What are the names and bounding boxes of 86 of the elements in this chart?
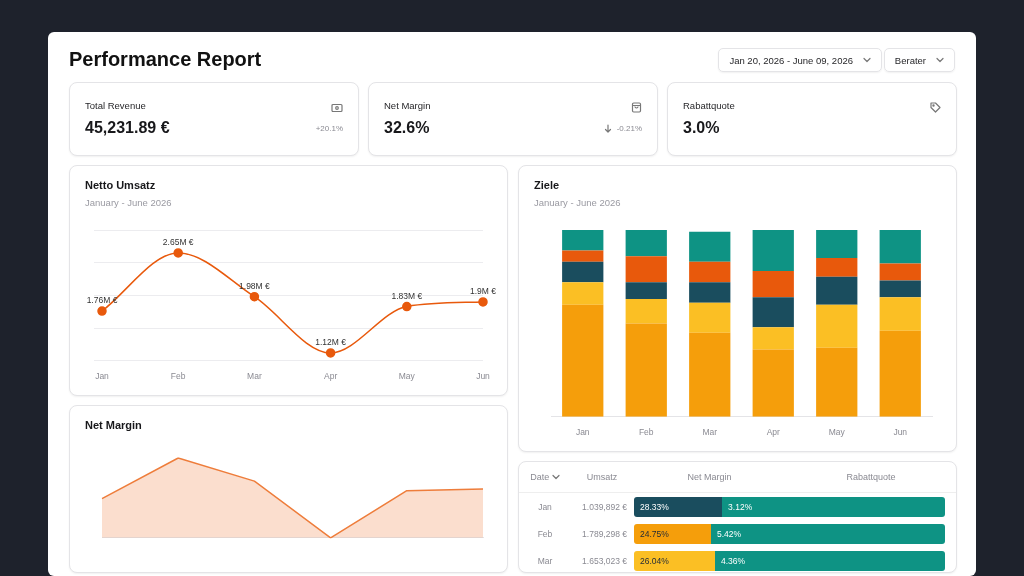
bar (625, 256, 667, 283)
text: Berater (894, 54, 926, 66)
point (97, 306, 107, 316)
x-tick-label: Mar (702, 427, 718, 438)
data-label: 1.12M € (315, 336, 347, 347)
text: 4.36% (714, 550, 945, 571)
x-tick-label: Jan (95, 371, 110, 382)
bar (816, 230, 858, 259)
data-label: 1.76M € (86, 295, 118, 306)
text: 1.653,023 € (581, 554, 628, 568)
text: Total Revenue (85, 100, 146, 111)
bar (752, 271, 794, 298)
chart-title: Ziele (534, 179, 560, 191)
data-label: 1.98M € (239, 280, 271, 291)
bar (879, 330, 921, 417)
bar (879, 263, 921, 281)
bar (879, 297, 921, 331)
bar (689, 332, 731, 417)
category-label: Feb (536, 527, 554, 541)
text: Performance Report (69, 48, 262, 71)
bar (752, 297, 794, 328)
bar (625, 299, 667, 324)
text: 5.42% (710, 523, 945, 544)
bar (689, 302, 731, 333)
x-tick-label: Mar (247, 371, 262, 382)
x-tick-label: Apr (766, 427, 781, 438)
bar (879, 230, 921, 264)
data-label: 1.83M € (391, 290, 423, 301)
data-label: 2.65M € (162, 236, 194, 247)
text: Net Margin (384, 100, 431, 111)
point (325, 348, 336, 358)
point (249, 291, 260, 302)
bar (689, 282, 731, 303)
x-tick-label: May (398, 371, 416, 382)
point (173, 248, 183, 258)
bar (625, 282, 667, 300)
bar (625, 230, 667, 257)
x-tick-label: Jan (575, 427, 590, 438)
bar (752, 230, 794, 272)
chart-subtitle: January - June 2026 (534, 197, 621, 208)
bar (562, 250, 604, 262)
bar (879, 280, 921, 298)
x-tick-label: Feb (638, 427, 654, 438)
category-label: Mar (536, 554, 554, 568)
point (402, 301, 412, 312)
text: 3.0% (683, 119, 720, 137)
x-tick-label: Jun (893, 427, 908, 438)
data-label: 1.9M € (470, 285, 497, 296)
bar (625, 323, 667, 417)
bar (752, 327, 794, 350)
bar (816, 258, 858, 277)
text: Umsatz (571, 462, 633, 493)
text: Date (530, 472, 550, 482)
text: +20.1% (315, 124, 343, 133)
point (478, 297, 488, 307)
bar (562, 304, 604, 417)
chart-title: Netto Umsatz (85, 179, 156, 191)
bar (562, 282, 604, 305)
data-label: 24.75% (634, 523, 711, 544)
bar (816, 304, 858, 348)
text: 32.6% (384, 119, 430, 137)
text: Rabattquote (786, 462, 956, 493)
chart-title: Net Margin (85, 419, 142, 431)
category-label: Jan (537, 500, 553, 514)
text: 45,231.89 € (85, 119, 170, 137)
bar (562, 261, 604, 283)
x-tick-label: Apr (323, 371, 338, 382)
text: Jan 20, 2026 - June 09, 2026 (729, 54, 853, 66)
bar (562, 230, 604, 251)
x-tick-label: May (828, 427, 846, 438)
bar (689, 261, 731, 283)
data-label: 28.33% (634, 496, 723, 517)
bar (816, 347, 858, 417)
text: 3.12% (722, 496, 945, 517)
chart-subtitle: January - June 2026 (85, 197, 172, 208)
text: Rabattquote (683, 100, 735, 111)
text: Net Margin (633, 462, 787, 493)
text: 1.789,298 € (581, 527, 628, 541)
bar (816, 276, 858, 305)
data-label: 26.04% (634, 550, 715, 571)
text: -0.21% (616, 124, 642, 133)
bar (752, 349, 794, 417)
text: 1.039,892 € (581, 500, 628, 514)
bar (689, 231, 731, 262)
x-tick-label: Jun (476, 371, 491, 382)
x-tick-label: Feb (170, 371, 186, 382)
